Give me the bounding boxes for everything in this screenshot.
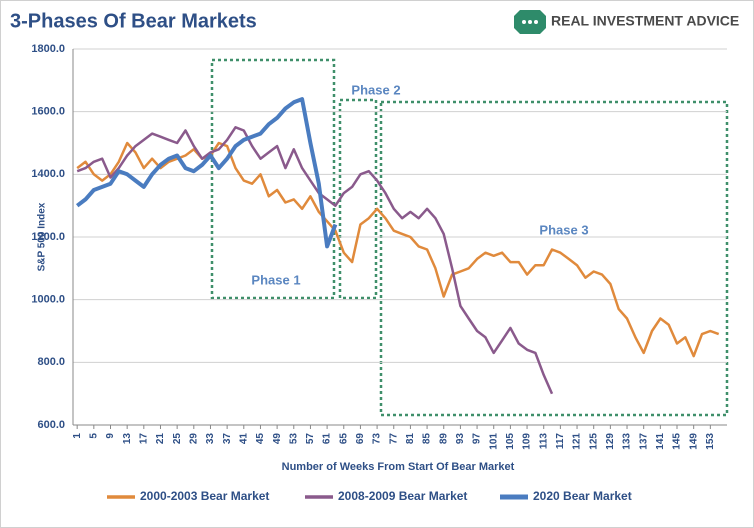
chart-title: 3-Phases Of Bear Markets xyxy=(10,10,257,32)
y-tick-label: 1400.0 xyxy=(31,168,65,180)
x-tick-label: 85 xyxy=(422,433,433,445)
x-tick-label: 57 xyxy=(305,433,316,445)
legend-label: 2020 Bear Market xyxy=(533,489,632,503)
x-tick-label: 89 xyxy=(438,433,449,445)
x-tick-label: 137 xyxy=(638,433,649,450)
series-line xyxy=(75,97,338,249)
x-tick-label: 73 xyxy=(372,433,383,445)
phase-label: Phase 3 xyxy=(539,222,588,237)
y-tick-label: 1200.0 xyxy=(31,231,65,243)
x-tick-label: 105 xyxy=(505,433,516,450)
x-tick-label: 133 xyxy=(622,433,633,450)
phase-label: Phase 1 xyxy=(251,272,300,287)
legend-label: 2000-2003 Bear Market xyxy=(140,489,269,503)
x-tick-label: 97 xyxy=(472,433,483,445)
x-tick-label: 1 xyxy=(72,433,83,439)
series-line xyxy=(76,141,720,358)
x-axis-label: Number of Weeks From Start Of Bear Marke… xyxy=(282,461,515,473)
x-tick-label: 13 xyxy=(122,433,133,445)
y-tick-label: 1600.0 xyxy=(31,106,65,118)
x-tick-label: 33 xyxy=(205,433,216,445)
x-tick-label: 69 xyxy=(355,433,366,445)
x-tick-label: 41 xyxy=(238,433,249,445)
x-tick-label: 29 xyxy=(188,433,199,445)
x-tick-label: 93 xyxy=(455,433,466,445)
x-tick-label: 113 xyxy=(538,433,549,450)
x-tick-label: 141 xyxy=(655,433,666,450)
x-tick-label: 53 xyxy=(288,433,299,445)
x-tick-label: 5 xyxy=(88,433,99,439)
x-tick-label: 77 xyxy=(388,433,399,445)
series-line xyxy=(76,126,554,395)
y-axis-label: S&P 500 Index xyxy=(37,202,48,271)
x-tick-label: 101 xyxy=(488,433,499,450)
x-tick-label: 9 xyxy=(105,433,116,439)
x-tick-label: 117 xyxy=(555,433,566,450)
x-tick-label: 109 xyxy=(522,433,533,450)
x-tick-label: 149 xyxy=(688,433,699,450)
brand-logo xyxy=(514,10,546,34)
y-tick-label: 600.0 xyxy=(37,419,65,431)
x-tick-label: 145 xyxy=(672,433,683,450)
x-tick-label: 129 xyxy=(605,433,616,450)
x-tick-label: 49 xyxy=(272,433,283,445)
x-tick-label: 45 xyxy=(255,433,266,445)
y-tick-label: 800.0 xyxy=(37,356,65,368)
x-tick-label: 65 xyxy=(338,433,349,445)
x-tick-label: 81 xyxy=(405,433,416,445)
y-tick-label: 1800.0 xyxy=(31,43,65,55)
legend-label: 2008-2009 Bear Market xyxy=(338,489,467,503)
phase-label: Phase 2 xyxy=(351,82,400,97)
y-tick-label: 1000.0 xyxy=(31,294,65,306)
x-tick-label: 21 xyxy=(155,433,166,445)
x-tick-label: 125 xyxy=(588,433,599,450)
x-tick-label: 37 xyxy=(222,433,233,445)
x-tick-label: 25 xyxy=(172,433,183,445)
x-tick-label: 121 xyxy=(572,433,583,450)
x-tick-label: 61 xyxy=(322,433,333,445)
x-tick-label: 17 xyxy=(138,433,149,445)
brand-name: REAL INVESTMENT ADVICE xyxy=(551,13,739,29)
x-tick-label: 153 xyxy=(705,433,716,450)
